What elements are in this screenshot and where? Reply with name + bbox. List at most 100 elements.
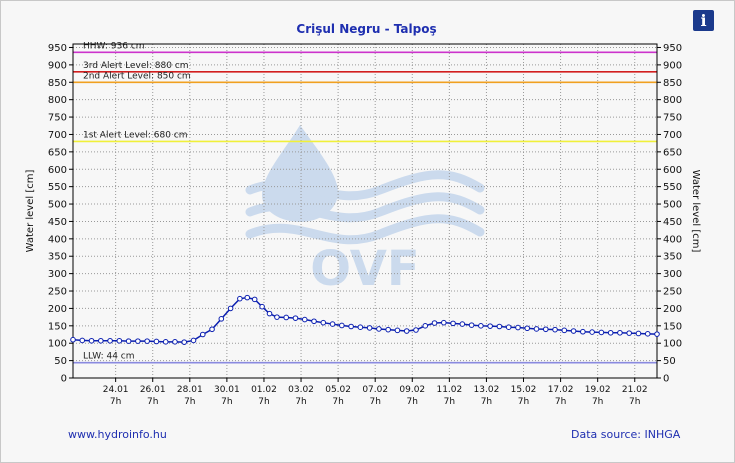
x-tick-label-date: 17.02 [548, 385, 574, 395]
y-tick-label-left: 850 [48, 78, 67, 89]
data-point [266, 310, 273, 317]
y-tick-label-left: 700 [48, 130, 67, 141]
water-level-series [70, 294, 660, 345]
data-point [478, 323, 484, 329]
y-tick-label-right: 600 [663, 165, 682, 176]
data-point [162, 339, 169, 345]
data-point [88, 337, 95, 344]
data-point [542, 326, 549, 333]
y-tick-label-left: 400 [48, 234, 67, 245]
data-point [440, 319, 447, 326]
data-point [450, 320, 456, 327]
data-point [496, 323, 503, 330]
x-tick-label-date: 19.02 [585, 385, 611, 395]
y-tick-label-left: 450 [48, 217, 67, 228]
x-tick-label-date: 09.02 [399, 385, 425, 395]
data-point [218, 316, 225, 322]
data-point [394, 327, 401, 334]
y-tick-label-left: 200 [48, 304, 67, 315]
y-tick-label-left: 750 [48, 113, 67, 124]
data-point [515, 324, 521, 331]
y-tick-label-right: 550 [663, 182, 682, 193]
data-point [339, 322, 345, 329]
threshold-label: 1st Alert Level: 680 cm [83, 130, 188, 140]
data-point [172, 339, 178, 345]
ovf-watermark: OVF [245, 125, 485, 297]
x-tick-label-time: 7h [444, 397, 455, 407]
data-point [644, 331, 651, 337]
data-point [274, 314, 280, 320]
y-axis-label-right: Water level [cm] [690, 170, 701, 253]
x-tick-label-time: 7h [518, 397, 529, 407]
watermark-wave-2 [245, 192, 485, 223]
chart-title: Crişul Negru - Talpoş [296, 22, 437, 36]
data-point [199, 331, 206, 338]
data-point [237, 295, 243, 302]
x-tick-label-time: 7h [221, 397, 232, 407]
y-axis-label-left: Water level [cm] [25, 170, 36, 253]
y-tick-label-right: 850 [663, 78, 682, 89]
x-tick-label-time: 7h [369, 397, 380, 407]
data-point [487, 323, 493, 329]
y-tick-label-right: 250 [663, 287, 682, 298]
y-tick-label-right: 800 [663, 95, 682, 106]
data-point [227, 305, 234, 312]
footer-data-source: Data source: INHGA [571, 428, 681, 441]
data-point [292, 315, 299, 321]
y-tick-label-right: 350 [663, 252, 682, 263]
info-icon[interactable]: i [693, 10, 714, 31]
data-point [366, 325, 373, 331]
x-tick-label-date: 11.02 [436, 385, 462, 395]
y-tick-label-right: 0 [663, 374, 669, 385]
x-tick-label-date: 28.01 [177, 385, 203, 395]
y-tick-label-right: 150 [663, 321, 682, 332]
data-point [570, 328, 577, 334]
y-tick-label-right: 50 [663, 356, 676, 367]
y-tick-label-right: 700 [663, 130, 682, 141]
x-tick-label-date: 15.02 [511, 385, 537, 395]
data-point [626, 330, 632, 336]
y-tick-label-left: 350 [48, 252, 67, 263]
y-tick-label-left: 500 [48, 200, 67, 211]
data-point [329, 321, 336, 327]
y-tick-label-left: 800 [48, 95, 67, 106]
x-tick-label-time: 7h [592, 397, 603, 407]
data-point [251, 296, 258, 303]
data-point [116, 337, 123, 344]
chart-axes: 0 0 50 50 100 100 150 150 200 200 250 250 300 300 350 3… [25, 43, 701, 407]
y-tick-label-right: 900 [663, 60, 682, 71]
data-point [320, 319, 327, 326]
data-point [376, 326, 382, 332]
x-tick-label-date: 30.01 [214, 385, 240, 395]
data-point [468, 322, 475, 328]
y-tick-label-left: 300 [48, 269, 67, 280]
data-point [589, 329, 595, 335]
data-point [125, 338, 132, 344]
data-point [431, 320, 438, 326]
data-point [98, 337, 104, 344]
data-point [283, 314, 290, 321]
x-tick-label-time: 7h [110, 397, 121, 407]
threshold-label: HHW: 936 cm [83, 41, 145, 51]
y-tick-label-left: 650 [48, 147, 67, 158]
x-tick-label-time: 7h [407, 397, 418, 407]
y-tick-label-right: 650 [663, 147, 682, 158]
data-point [301, 316, 308, 323]
threshold-label: LLW: 44 cm [83, 352, 135, 362]
watermark-wave-1 [245, 170, 485, 201]
x-tick-label-time: 7h [184, 397, 195, 407]
footer-website-link[interactable]: www.hydroinfo.hu [68, 428, 167, 441]
y-tick-label-left: 50 [54, 356, 67, 367]
x-tick-label-date: 21.02 [622, 385, 648, 395]
data-point [209, 326, 215, 333]
plot-border [72, 43, 658, 379]
data-point [144, 338, 150, 344]
data-point [153, 338, 160, 345]
x-tick-label-time: 7h [295, 397, 306, 407]
x-tick-label-date: 07.02 [362, 385, 388, 395]
data-point [135, 338, 141, 344]
y-tick-label-right: 400 [663, 234, 682, 245]
y-tick-label-left: 0 [61, 374, 67, 385]
